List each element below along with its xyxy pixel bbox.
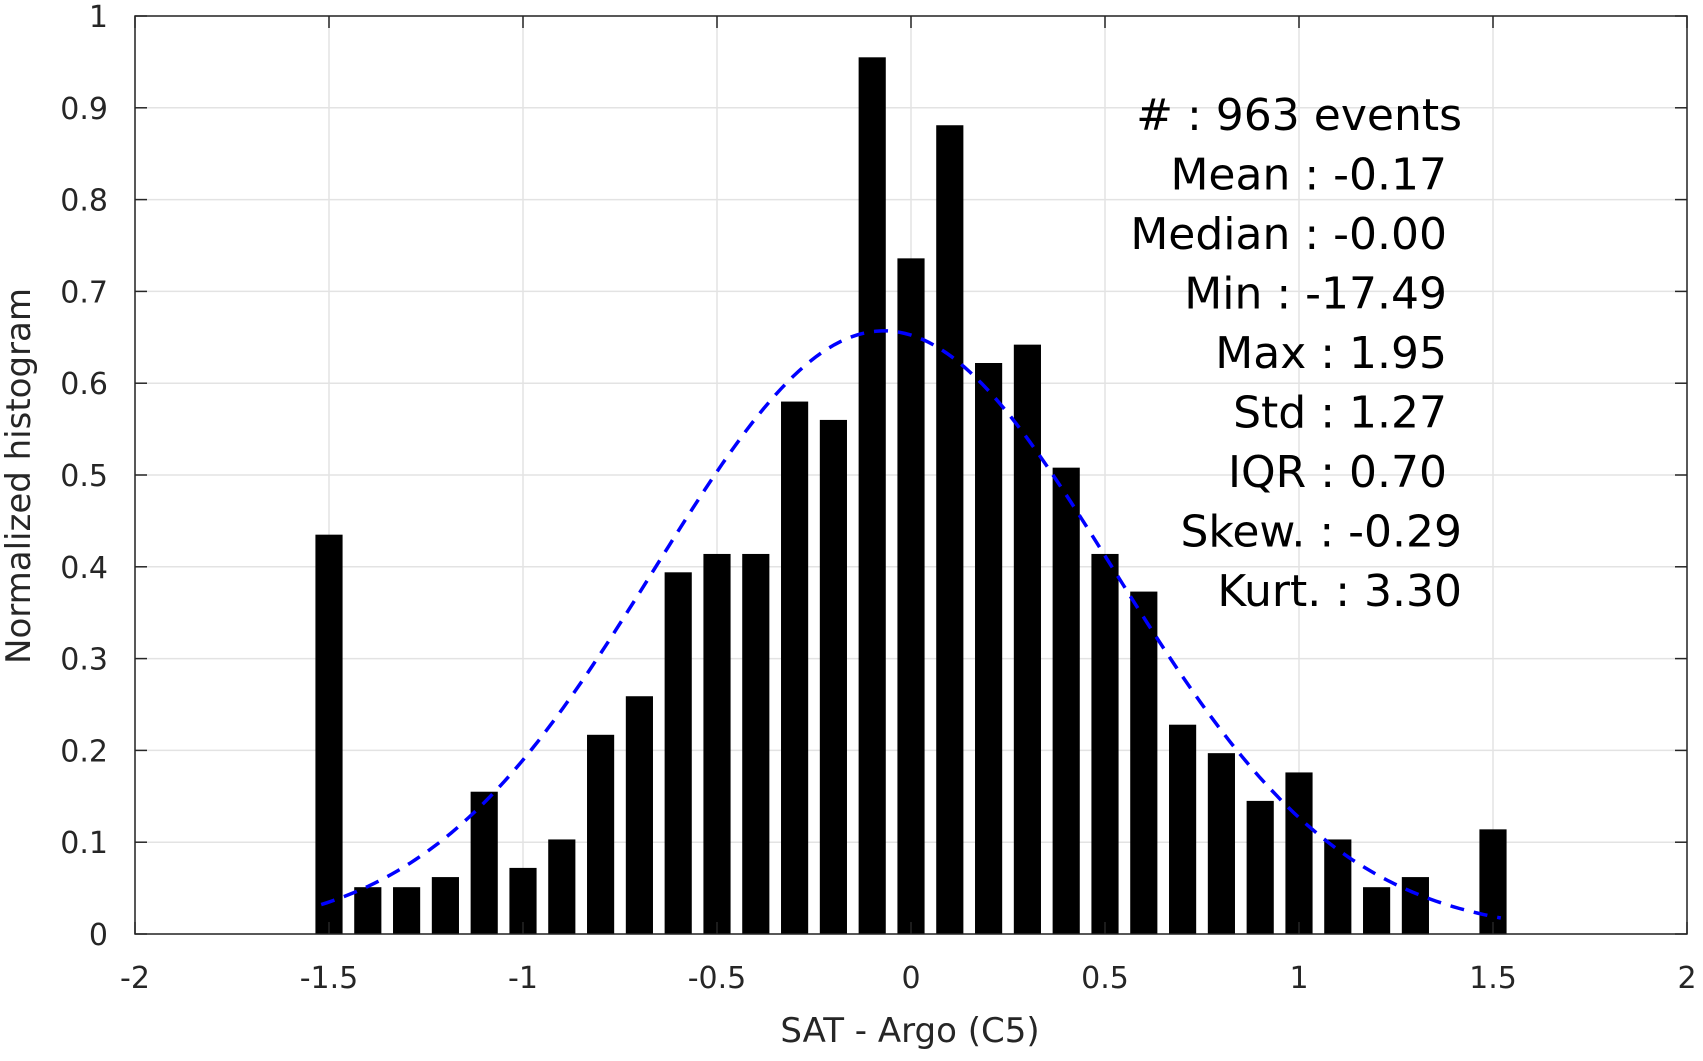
histogram-bar — [1479, 829, 1507, 934]
x-tick-label: 0.5 — [1081, 961, 1129, 996]
stats-line: Kurt. : 3.30 — [1217, 566, 1462, 617]
histogram-bar — [1091, 553, 1119, 934]
y-tick-label: 0.2 — [60, 734, 108, 769]
stats-line: Std : 1.27 — [1233, 388, 1447, 439]
x-tick-label: -2 — [120, 961, 150, 996]
histogram-bar — [975, 363, 1003, 934]
histogram-bar — [897, 258, 925, 934]
histogram-bar — [315, 534, 343, 934]
stats-line: Mean : -0.17 — [1170, 150, 1447, 201]
axes-frame — [134, 15, 1688, 935]
y-tick-label: 0.6 — [60, 367, 108, 402]
histogram-bar — [703, 553, 731, 934]
y-tick-label: 0.5 — [60, 459, 108, 494]
x-tick-label: 2 — [1677, 961, 1696, 996]
histogram-bar — [936, 125, 964, 934]
y-tick-label: 0 — [89, 918, 108, 953]
x-tick-label: -1.5 — [300, 961, 359, 996]
y-tick-label: 0.3 — [60, 643, 108, 678]
x-tick-label: 0 — [901, 961, 920, 996]
histogram-bar — [1207, 753, 1235, 934]
histogram-bar — [1130, 591, 1158, 934]
x-tick-label: 1 — [1289, 961, 1308, 996]
histogram-bar — [470, 791, 498, 934]
histogram-bar — [625, 696, 653, 934]
y-tick-label: 0.8 — [60, 184, 108, 219]
x-tick-label: -1 — [508, 961, 538, 996]
histogram-bar — [781, 401, 809, 934]
stats-line: # : 963 events — [1136, 90, 1462, 141]
histogram-bar — [587, 734, 615, 934]
histogram-bar — [819, 419, 847, 934]
histogram-bar — [1246, 800, 1274, 934]
y-tick-label: 0.9 — [60, 92, 108, 127]
y-tick-label: 0.4 — [60, 551, 108, 586]
stats-line: Skew. : -0.29 — [1181, 507, 1463, 558]
histogram-bar — [1169, 724, 1197, 934]
stats-line: IQR : 0.70 — [1228, 447, 1447, 498]
histogram-bar — [1324, 839, 1352, 934]
y-tick-label: 0.1 — [60, 826, 108, 861]
stats-line: Max : 1.95 — [1215, 328, 1447, 379]
statistics-annotation: # : 963 events Mean : -0.17 Median : -0.00… — [1130, 90, 1462, 617]
y-tick-label: 0.7 — [60, 275, 108, 310]
histogram-bar — [664, 572, 692, 934]
stats-line: Median : -0.00 — [1130, 209, 1447, 260]
histogram-bar — [858, 57, 886, 935]
histogram-bar — [354, 887, 382, 934]
x-tick-label: -0.5 — [688, 961, 747, 996]
x-tick-label: 1.5 — [1469, 961, 1517, 996]
tick-labels: -2 -1.5 -1 -0.5 0 0.5 1 1.5 2 0 0.1 0.2 0.3 0.4 0.5 0.6… — [60, 0, 1696, 996]
histogram-bars — [315, 57, 1507, 935]
histogram-bar — [1013, 344, 1041, 934]
stats-line: Min : -17.49 — [1184, 269, 1447, 320]
y-tick-label: 1 — [89, 0, 108, 35]
histogram-bar — [393, 887, 421, 934]
gaussian-fit-curve — [320, 329, 1502, 920]
histogram-bar — [1285, 772, 1313, 934]
histogram-bar — [1401, 877, 1429, 934]
histogram-bar — [431, 877, 459, 934]
fit-curve-line — [320, 329, 1502, 920]
x-axis-label: SAT - Argo (C5) — [780, 1011, 1039, 1051]
y-axis-label: Normalized histogram — [0, 288, 39, 664]
histogram-bar — [742, 553, 770, 934]
histogram-bar — [548, 839, 576, 934]
histogram-bar — [1363, 887, 1391, 934]
histogram-bar — [1052, 467, 1080, 934]
